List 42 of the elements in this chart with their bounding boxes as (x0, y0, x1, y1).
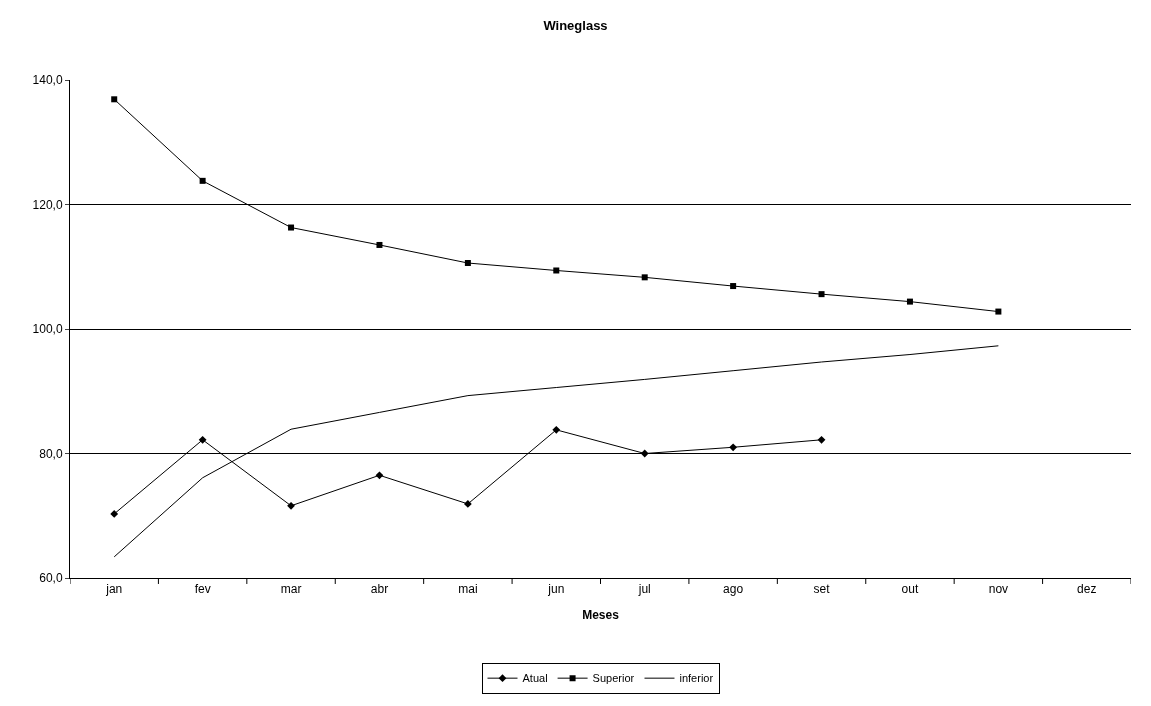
x-tick-label: nov (988, 582, 1009, 597)
x-tick-label: jun (547, 582, 565, 597)
point (111, 96, 118, 103)
chart-title: Wineglass (543, 18, 608, 34)
x-axis-title: Meses (582, 608, 620, 623)
point (730, 283, 737, 290)
y-tick-label: 80,0 (39, 446, 63, 461)
x-tick-label: set (813, 582, 831, 597)
point (552, 425, 561, 434)
point (287, 501, 295, 510)
x-tick-label: abr (370, 582, 389, 597)
point (906, 298, 913, 305)
point (376, 241, 383, 248)
y-tick-label: 100,0 (32, 322, 63, 337)
point (375, 471, 384, 480)
x-tick-label: jul (637, 582, 651, 597)
point (199, 177, 206, 184)
x-tick-label: jan (105, 582, 123, 597)
point (641, 274, 648, 281)
x-tick-label: dez (1077, 582, 1097, 597)
x-tick-label: fev (194, 582, 211, 597)
point (553, 267, 560, 274)
point (818, 291, 825, 298)
y-tick-label: 120,0 (32, 197, 63, 212)
x-tick-label: out (901, 582, 919, 597)
point (463, 500, 472, 508)
legend-label: Superior (592, 672, 635, 685)
point (729, 443, 738, 452)
point (640, 449, 649, 458)
point (464, 260, 471, 267)
point (198, 435, 207, 444)
y-tick-label: 60,0 (39, 571, 63, 586)
legend-label: inferior (679, 672, 714, 685)
y-tick-label: 140,0 (32, 73, 63, 88)
point (288, 224, 295, 231)
x-tick-label: ago (723, 582, 744, 597)
point (110, 509, 119, 518)
legend-label: Atual (522, 672, 548, 685)
x-tick-label: mar (280, 582, 302, 597)
point (817, 435, 826, 444)
point (995, 308, 1002, 315)
x-tick-label: mai (458, 582, 478, 597)
